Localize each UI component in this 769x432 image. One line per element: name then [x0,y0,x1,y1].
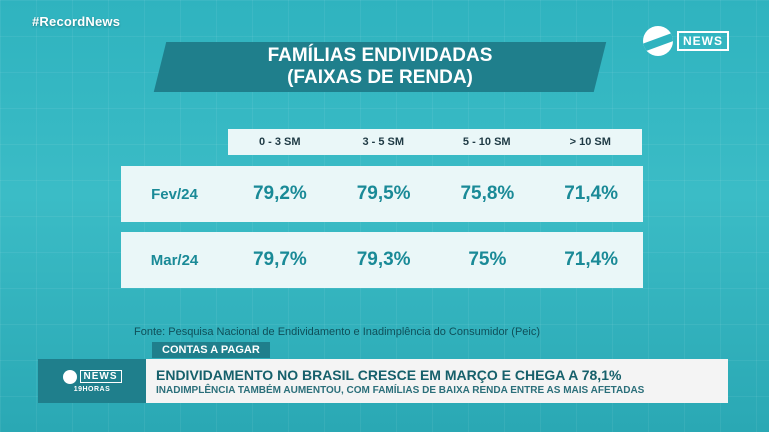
topic-tag: CONTAS A PAGAR [152,342,270,358]
table-cell: 79,7% [252,249,307,270]
logo-text: NEWS [677,31,729,51]
table-row: Mar/24 79,7% 79,3% 75% 71,4% [121,232,643,288]
column-header: 5 - 10 SM [462,136,511,148]
column-header: 3 - 5 SM [362,136,405,148]
title-line-2: (FAIXAS DE RENDA) [287,67,473,88]
record-logo-icon [62,369,77,384]
row-label: Mar/24 [150,251,199,269]
column-header: > 10 SM [569,136,611,148]
page-title: FAMÍLIAS ENDIVIDADAS (FAIXAS DE RENDA) [160,42,600,92]
table-header: 0 - 3 SM 3 - 5 SM 5 - 10 SM > 10 SM [228,129,642,155]
record-logo-icon [643,26,673,56]
subheadline: INADIMPLÊNCIA TAMBÉM AUMENTOU, COM FAMÍL… [156,384,645,396]
headline: ENDIVIDAMENTO NO BRASIL CRESCE EM MARÇO … [156,366,622,383]
column-header: 0 - 3 SM [258,136,301,148]
table-row: Fev/24 79,2% 79,5% 75,8% 71,4% [121,166,643,222]
table-cell: 79,2% [252,183,307,204]
lower-third: NEWS 19HORAS ENDIVIDAMENTO NO BRASIL CRE… [38,359,728,403]
source-note: Fonte: Pesquisa Nacional de Endividament… [134,326,541,338]
row-label: Fev/24 [151,185,198,203]
show-name: 19HORAS [73,385,111,393]
table-cell: 71,4% [564,183,619,204]
channel-logo: NEWS [643,26,729,56]
ticker-logo-text: NEWS [79,370,122,383]
table-cell: 79,3% [356,249,411,270]
table-cell: 75% [468,249,507,270]
table-cell: 71,4% [564,249,619,270]
ticker-body: ENDIVIDAMENTO NO BRASIL CRESCE EM MARÇO … [146,359,728,403]
ticker-logo: NEWS 19HORAS [38,359,146,403]
table-cell: 75,8% [460,183,515,204]
channel-watermark: #RecordNews [32,14,121,29]
title-line-1: FAMÍLIAS ENDIVIDADAS [267,45,493,66]
table-cell: 79,5% [356,183,411,204]
